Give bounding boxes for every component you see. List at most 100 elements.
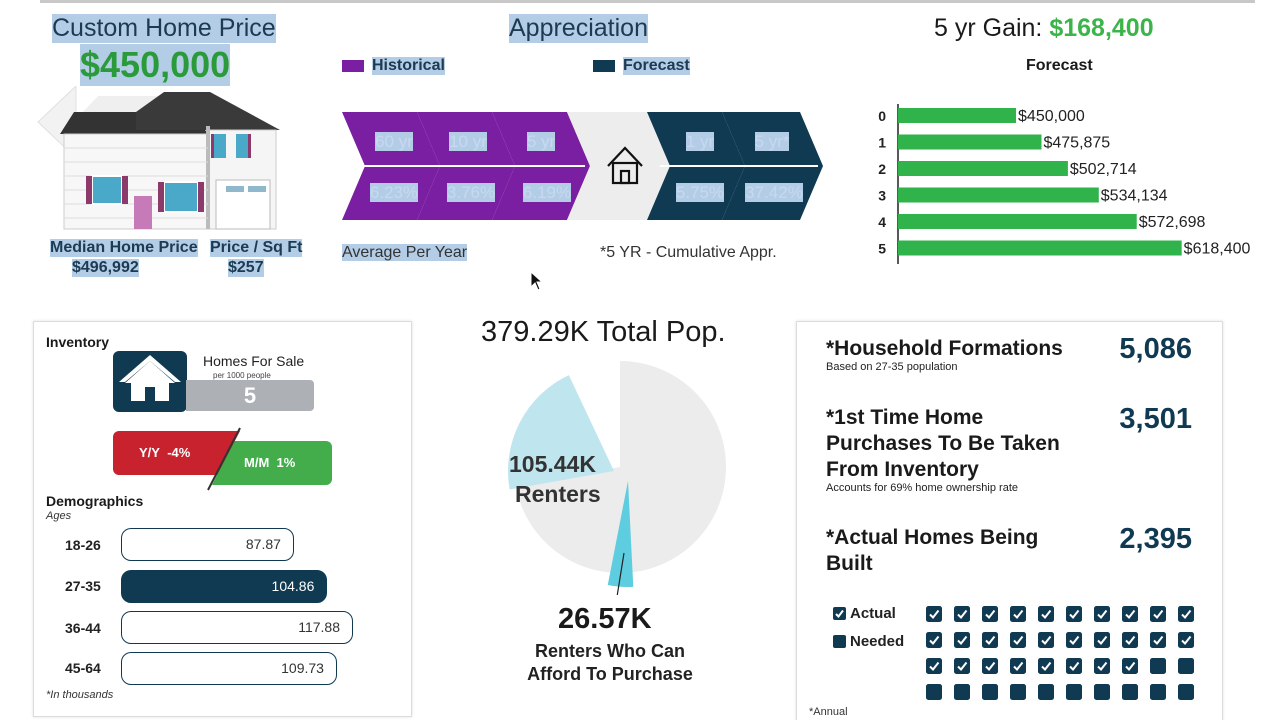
actual-home-box <box>982 632 998 648</box>
checkmark-icon <box>1181 609 1192 620</box>
forecast-value-label: $502,714 <box>1070 161 1137 178</box>
legend-actual-label: Actual <box>850 605 896 622</box>
actual-home-box <box>926 632 942 648</box>
demographics-subtitle: Ages <box>46 510 72 522</box>
household-formations-title: *Household Formations <box>826 337 1063 360</box>
mm-change-badge: M/M 1% <box>212 441 332 485</box>
fc-period-5yr: 5 yr* <box>754 132 790 151</box>
forecast-bar-4 <box>898 214 1137 229</box>
checkmark-icon <box>957 609 968 620</box>
checkmark-icon <box>985 609 996 620</box>
fc-rate-1yr: 5.75% <box>675 183 725 202</box>
forecast-value-label: $475,875 <box>1043 135 1110 152</box>
first-time-value: 3,501 <box>1119 403 1192 435</box>
homes-for-sale-value: 5 <box>186 380 314 411</box>
actual-home-box <box>926 658 942 674</box>
age-bar-36-44: 117.88 <box>121 611 353 644</box>
actual-home-box <box>954 606 970 622</box>
checkmark-icon <box>1097 661 1108 672</box>
checkmark-icon <box>1041 635 1052 646</box>
checkmark-icon <box>1013 609 1024 620</box>
checkmark-icon <box>985 635 996 646</box>
actual-home-box <box>1010 632 1026 648</box>
first-time-title: *1st Time Home Purchases To Be Taken Fro… <box>826 405 1060 483</box>
forecast-chart-label: Forecast <box>1026 57 1093 74</box>
actual-home-box <box>1094 632 1110 648</box>
forecast-year-tick: 5 <box>878 241 886 257</box>
checkmark-icon <box>1125 661 1136 672</box>
first-time-sub: Accounts for 69% home ownership rate <box>826 482 1018 494</box>
legend-historical: Historical <box>342 57 445 75</box>
first-time-title-line3: From Inventory <box>826 458 979 481</box>
median-home-price-label: Median Home Price <box>50 239 198 257</box>
legend-forecast-label: Forecast <box>623 57 690 75</box>
pie-slice-afford <box>607 481 634 587</box>
homes-built-title-line2: Built <box>826 552 873 575</box>
population-pie-chart <box>508 361 726 595</box>
checkmark-icon <box>1181 635 1192 646</box>
first-time-title-line2: Purchases To Be Taken <box>826 432 1060 455</box>
homes-built-title: *Actual Homes Being Built <box>826 525 1038 577</box>
gain-title-prefix: 5 yr Gain: <box>934 14 1043 42</box>
forecast-bar-0 <box>898 108 1017 123</box>
needed-home-box <box>1038 684 1054 700</box>
checkmark-icon <box>1125 635 1136 646</box>
forecast-year-tick: 2 <box>878 161 886 177</box>
needed-home-box <box>1010 684 1026 700</box>
afford-label: Renters Who Can Afford To Purchase <box>510 640 710 686</box>
legend-needed: Needed <box>833 633 904 650</box>
fc-period-1yr: 1 yr <box>685 132 715 151</box>
household-formations-sub: Based on 27-35 population <box>826 361 958 373</box>
checkmark-icon <box>957 661 968 672</box>
appreciation-title: Appreciation <box>509 14 648 43</box>
checkmark-icon <box>1097 635 1108 646</box>
forecast-bar-5 <box>898 240 1182 256</box>
afford-label-line2: Afford To Purchase <box>527 664 693 684</box>
pie-slice-total <box>515 361 726 573</box>
actual-home-box <box>954 658 970 674</box>
forecast-bar-1 <box>898 134 1042 150</box>
needed-home-box <box>1150 658 1166 674</box>
house-outline-icon <box>607 146 643 185</box>
mm-value: 1% <box>276 455 296 470</box>
actual-home-box <box>1178 606 1194 622</box>
gain-title-value: $168,400 <box>1049 14 1154 42</box>
top-divider <box>40 0 1255 3</box>
checkmark-icon <box>1041 661 1052 672</box>
age-label-45-64: 45-64 <box>65 660 101 676</box>
age-bar-27-35: 104.86 <box>121 570 328 603</box>
annual-note: *Annual <box>809 706 848 718</box>
forecast-bar-chart: 0 $450,000 1 $475,875 2 $502,714 3 $534,134 4 $57… <box>878 104 1251 264</box>
needed-home-box <box>1066 684 1082 700</box>
forecast-value-label: $450,000 <box>1018 108 1085 125</box>
actual-home-box <box>1150 632 1166 648</box>
household-panel <box>796 321 1223 720</box>
badge-divider <box>207 427 241 491</box>
house-icon <box>119 355 181 401</box>
renters-value: 105.44K <box>509 451 596 477</box>
household-formations-value: 5,086 <box>1119 333 1192 365</box>
needed-home-box <box>1178 658 1194 674</box>
actual-home-box <box>1122 606 1138 622</box>
historical-swatch <box>342 60 364 72</box>
needed-home-box <box>1094 684 1110 700</box>
legend-actual: Actual <box>833 605 896 622</box>
forecast-year-tick: 0 <box>878 108 886 124</box>
forecast-swatch <box>593 60 615 72</box>
renters-label: Renters <box>515 481 601 507</box>
needed-home-box <box>954 684 970 700</box>
afford-value: 26.57K <box>558 603 652 635</box>
forecast-bar-3 <box>898 187 1099 203</box>
legend-needed-label: Needed <box>850 633 905 650</box>
needed-home-box <box>982 684 998 700</box>
actual-home-box <box>954 632 970 648</box>
needed-home-box <box>1178 684 1194 700</box>
appreciation-chevrons <box>342 112 823 220</box>
homes-built-grid <box>926 606 1194 700</box>
checkmark-icon <box>1013 635 1024 646</box>
checkmark-icon <box>985 661 996 672</box>
actual-home-box <box>982 658 998 674</box>
age-label-36-44: 36-44 <box>65 620 101 636</box>
hist-rate-60yr: 6.23% <box>369 183 419 202</box>
cumulative-note: *5 YR - Cumulative Appr. <box>600 244 777 261</box>
